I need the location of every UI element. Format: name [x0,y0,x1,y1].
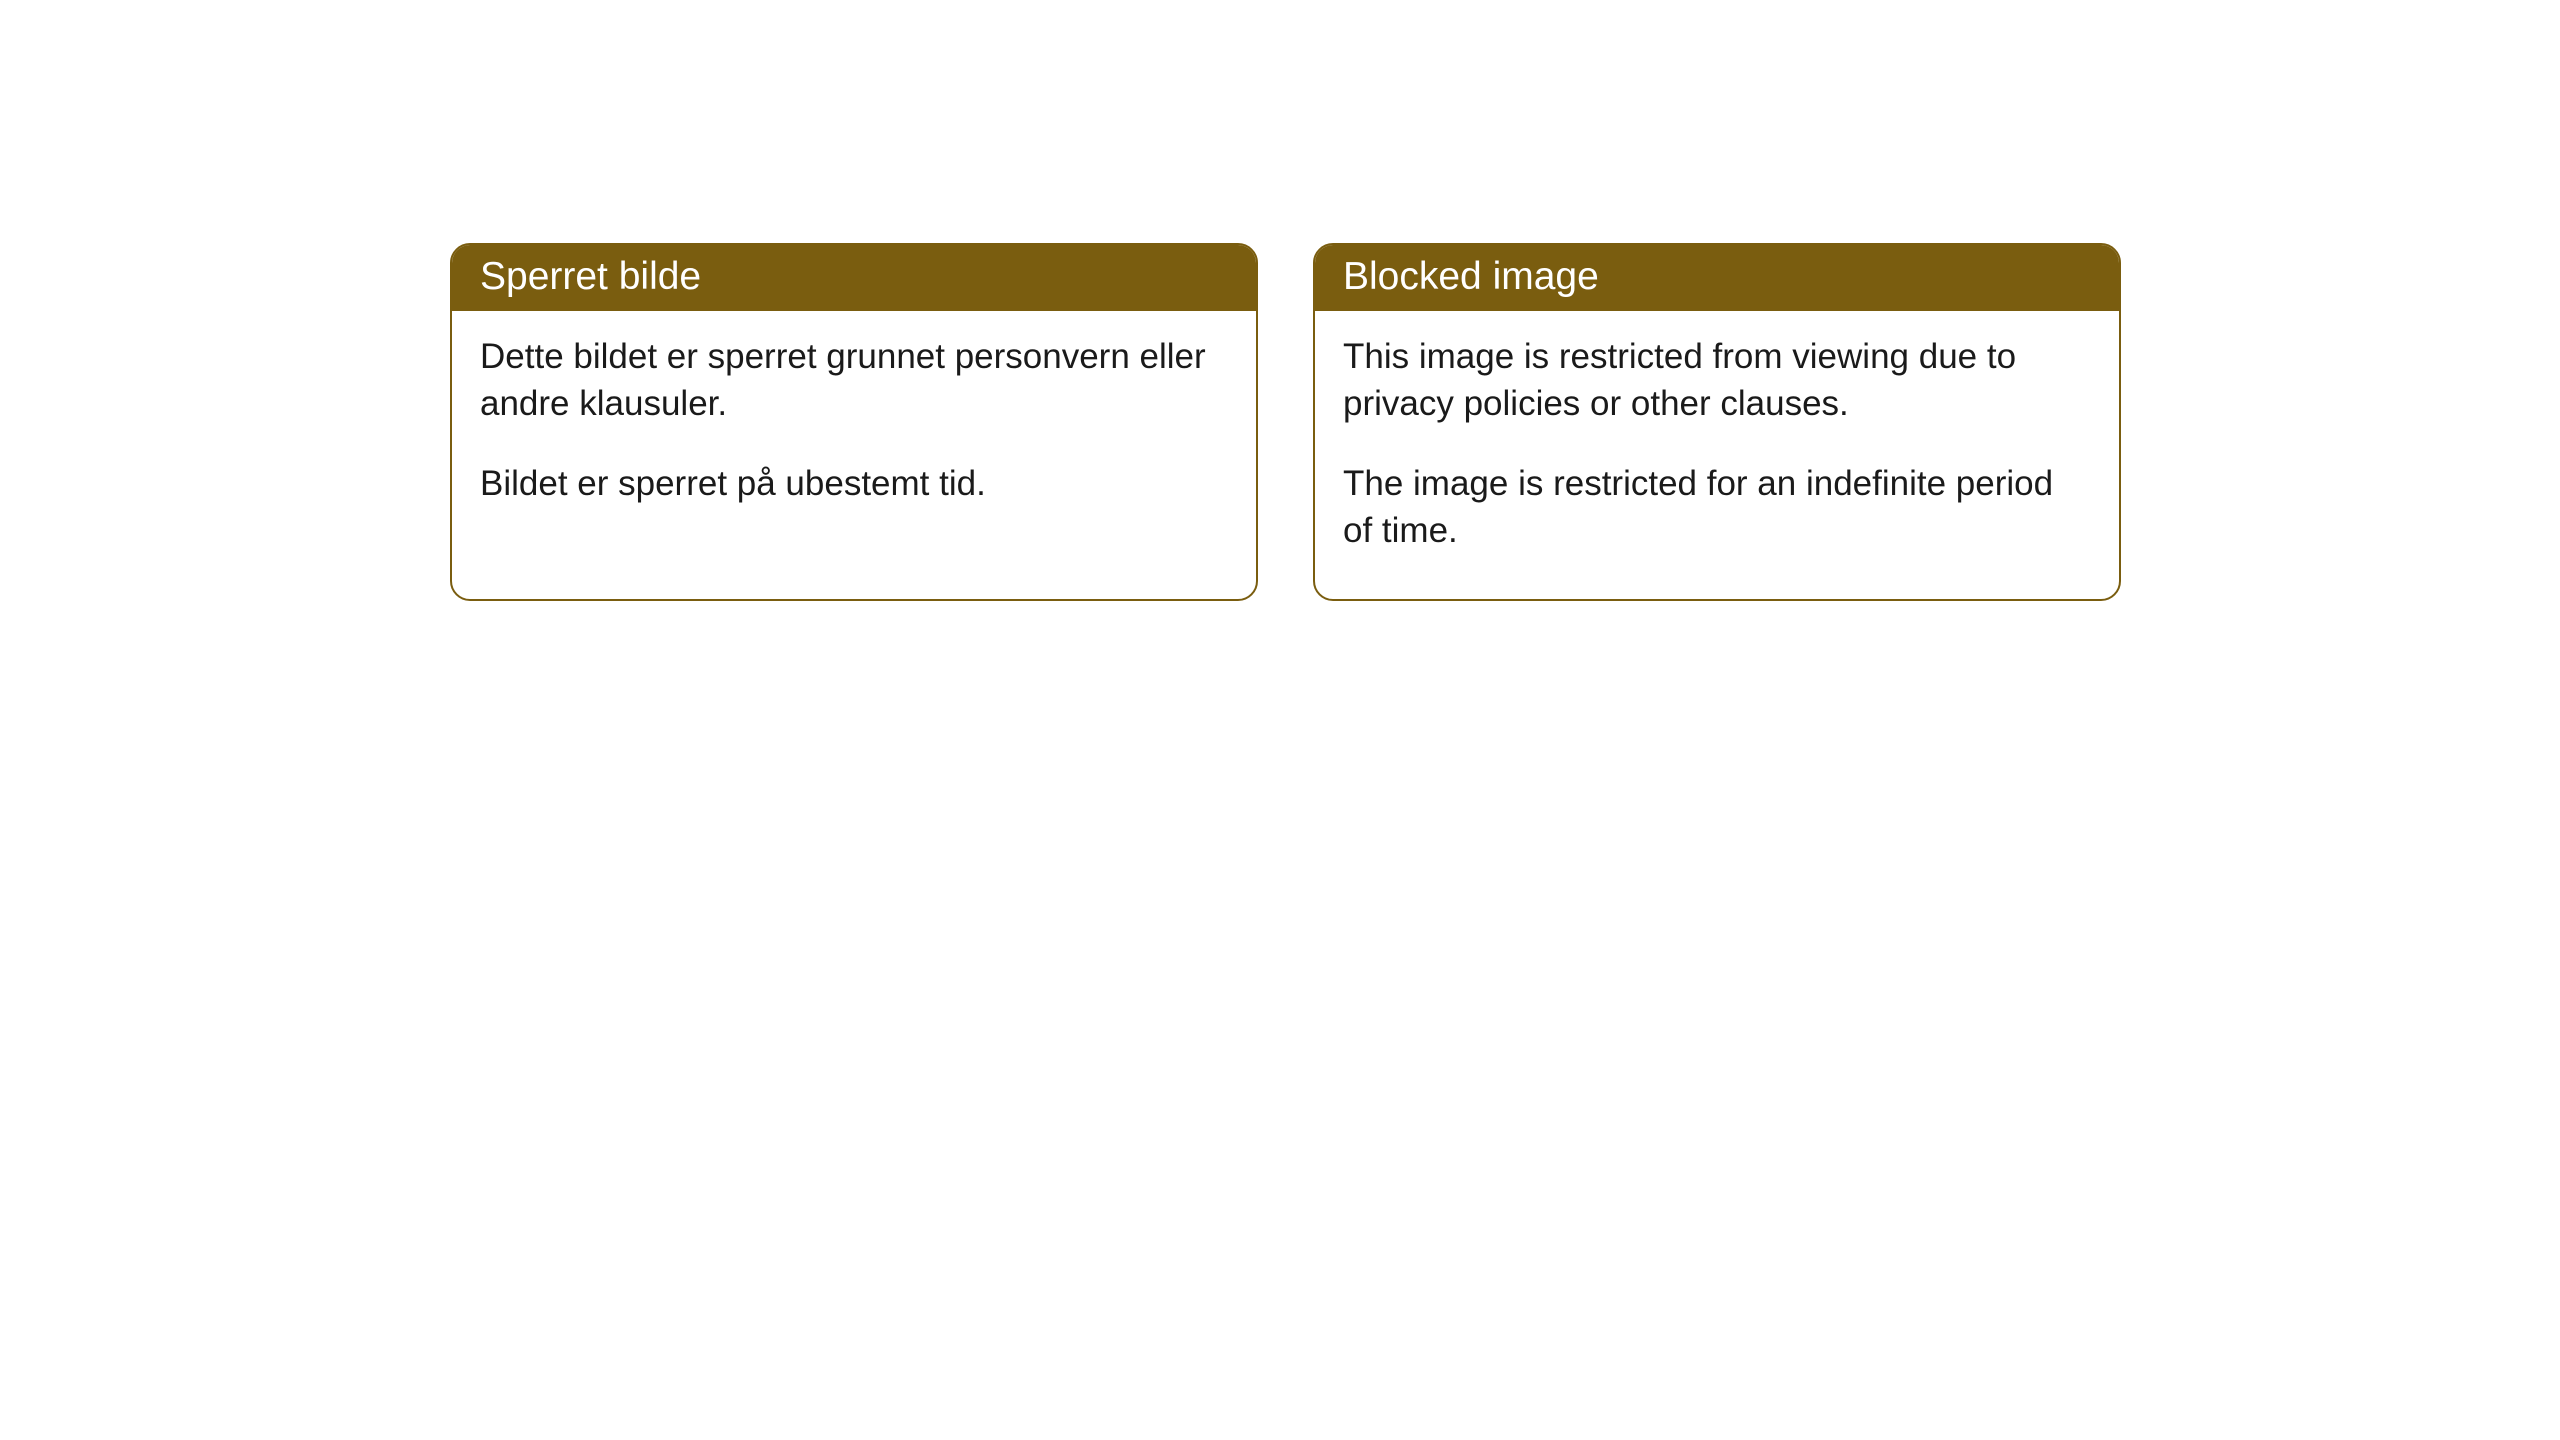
card-header-norwegian: Sperret bilde [452,245,1256,311]
card-paragraph: Dette bildet er sperret grunnet personve… [480,333,1228,428]
card-body-english: This image is restricted from viewing du… [1315,311,2119,599]
blocked-image-card-norwegian: Sperret bilde Dette bildet er sperret gr… [450,243,1258,601]
card-header-english: Blocked image [1315,245,2119,311]
card-paragraph: This image is restricted from viewing du… [1343,333,2091,428]
card-title: Blocked image [1343,255,1599,298]
cards-container: Sperret bilde Dette bildet er sperret gr… [450,243,2121,601]
card-title: Sperret bilde [480,255,701,298]
card-paragraph: Bildet er sperret på ubestemt tid. [480,460,1228,507]
blocked-image-card-english: Blocked image This image is restricted f… [1313,243,2121,601]
card-body-norwegian: Dette bildet er sperret grunnet personve… [452,311,1256,552]
card-paragraph: The image is restricted for an indefinit… [1343,460,2091,555]
